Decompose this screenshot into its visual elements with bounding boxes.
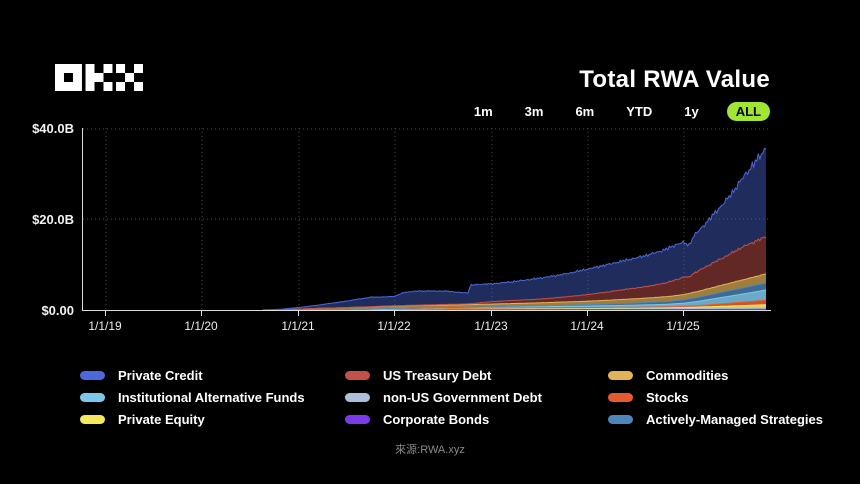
time-range-selector: 1m 3m 6m YTD 1y ALL (470, 102, 770, 121)
area-private-credit (106, 148, 766, 310)
legend-label: Actively-Managed Strategies (646, 412, 824, 427)
corporate-bonds-swatch-icon (345, 415, 370, 424)
stacked-areas (106, 147, 767, 310)
legend-label: Institutional Alternative Funds (118, 390, 305, 405)
edge-private-credit (262, 147, 767, 310)
x-axis-label-2024: 1/1/24 (570, 319, 604, 333)
legend-item-private-credit[interactable]: Private Credit (80, 368, 305, 383)
legend-column-3: Commodities Stocks Actively-Managed Stra… (608, 368, 824, 427)
legend-item-stocks[interactable]: Stocks (608, 390, 823, 405)
private-credit-swatch-icon (80, 371, 105, 380)
range-6m[interactable]: 6m (571, 102, 598, 121)
page-title: Total RWA Value (579, 66, 770, 93)
range-3m[interactable]: 3m (521, 102, 548, 121)
y-axis-label-0: $0.00 (41, 303, 74, 318)
edge-actively-managed-strategies (300, 282, 767, 310)
legend-item-actively-managed-strategies[interactable]: Actively-Managed Strategies (608, 412, 824, 427)
stocks-swatch-icon (608, 393, 633, 402)
actively-managed-strategies-swatch-icon (608, 415, 633, 424)
plot-area (82, 128, 771, 311)
legend-label: Stocks (646, 390, 689, 405)
legend-item-corporate-bonds[interactable]: Corporate Bonds (345, 412, 542, 427)
legend-item-non-us-government-debt[interactable]: non-US Government Debt (345, 390, 542, 405)
x-axis-label-2020: 1/1/20 (184, 319, 218, 333)
legend-column-1: Private Credit Institutional Alternative… (80, 368, 305, 427)
edge-corporate-bonds (360, 308, 766, 310)
legend-item-institutional-alternative-funds[interactable]: Institutional Alternative Funds (80, 390, 305, 405)
legend-label: US Treasury Debt (383, 368, 492, 383)
x-tick (683, 311, 684, 316)
grid-lines (83, 128, 771, 310)
legend-label: non-US Government Debt (383, 390, 542, 405)
us-treasury-debt-swatch-icon (345, 371, 370, 380)
range-all[interactable]: ALL (726, 102, 770, 121)
legend-column-2: US Treasury Debt non-US Government Debt … (345, 368, 542, 427)
legend-label: Corporate Bonds (383, 412, 490, 427)
okx-logo (55, 64, 143, 91)
range-1y[interactable]: 1y (680, 102, 702, 121)
legend-label: Private Equity (118, 412, 205, 427)
x-axis-label-2022: 1/1/22 (377, 319, 411, 333)
x-tick (105, 311, 106, 316)
x-axis-label-2025: 1/1/25 (666, 319, 700, 333)
range-1m[interactable]: 1m (470, 102, 497, 121)
x-axis-label-2023: 1/1/23 (474, 319, 508, 333)
source-label: 來源:RWA.xyz (395, 444, 465, 456)
edge-us-treasury-debt (281, 236, 767, 310)
private-equity-swatch-icon (80, 415, 105, 424)
y-axis-label-20b: $20.0B (32, 212, 74, 227)
rwa-stacked-area-chart[interactable] (83, 128, 771, 310)
legend-label: Commodities (646, 368, 729, 383)
x-tick (587, 311, 588, 316)
x-tick (298, 311, 299, 316)
x-tick (491, 311, 492, 316)
okx-logo-icon (55, 64, 143, 91)
legend-item-commodities[interactable]: Commodities (608, 368, 823, 383)
commodities-swatch-icon (608, 371, 633, 380)
x-axis-label-2019: 1/1/19 (88, 319, 122, 333)
x-tick (201, 311, 202, 316)
non-us-government-debt-swatch-icon (345, 393, 370, 402)
legend-item-us-treasury-debt[interactable]: US Treasury Debt (345, 368, 542, 383)
x-axis-label-2021: 1/1/21 (281, 319, 315, 333)
x-tick (394, 311, 395, 316)
range-ytd[interactable]: YTD (622, 102, 656, 121)
y-axis-label-40b: $40.0B (32, 121, 74, 136)
legend-item-private-equity[interactable]: Private Equity (80, 412, 305, 427)
legend-label: Private Credit (118, 368, 203, 383)
institutional-alternative-funds-swatch-icon (80, 393, 105, 402)
